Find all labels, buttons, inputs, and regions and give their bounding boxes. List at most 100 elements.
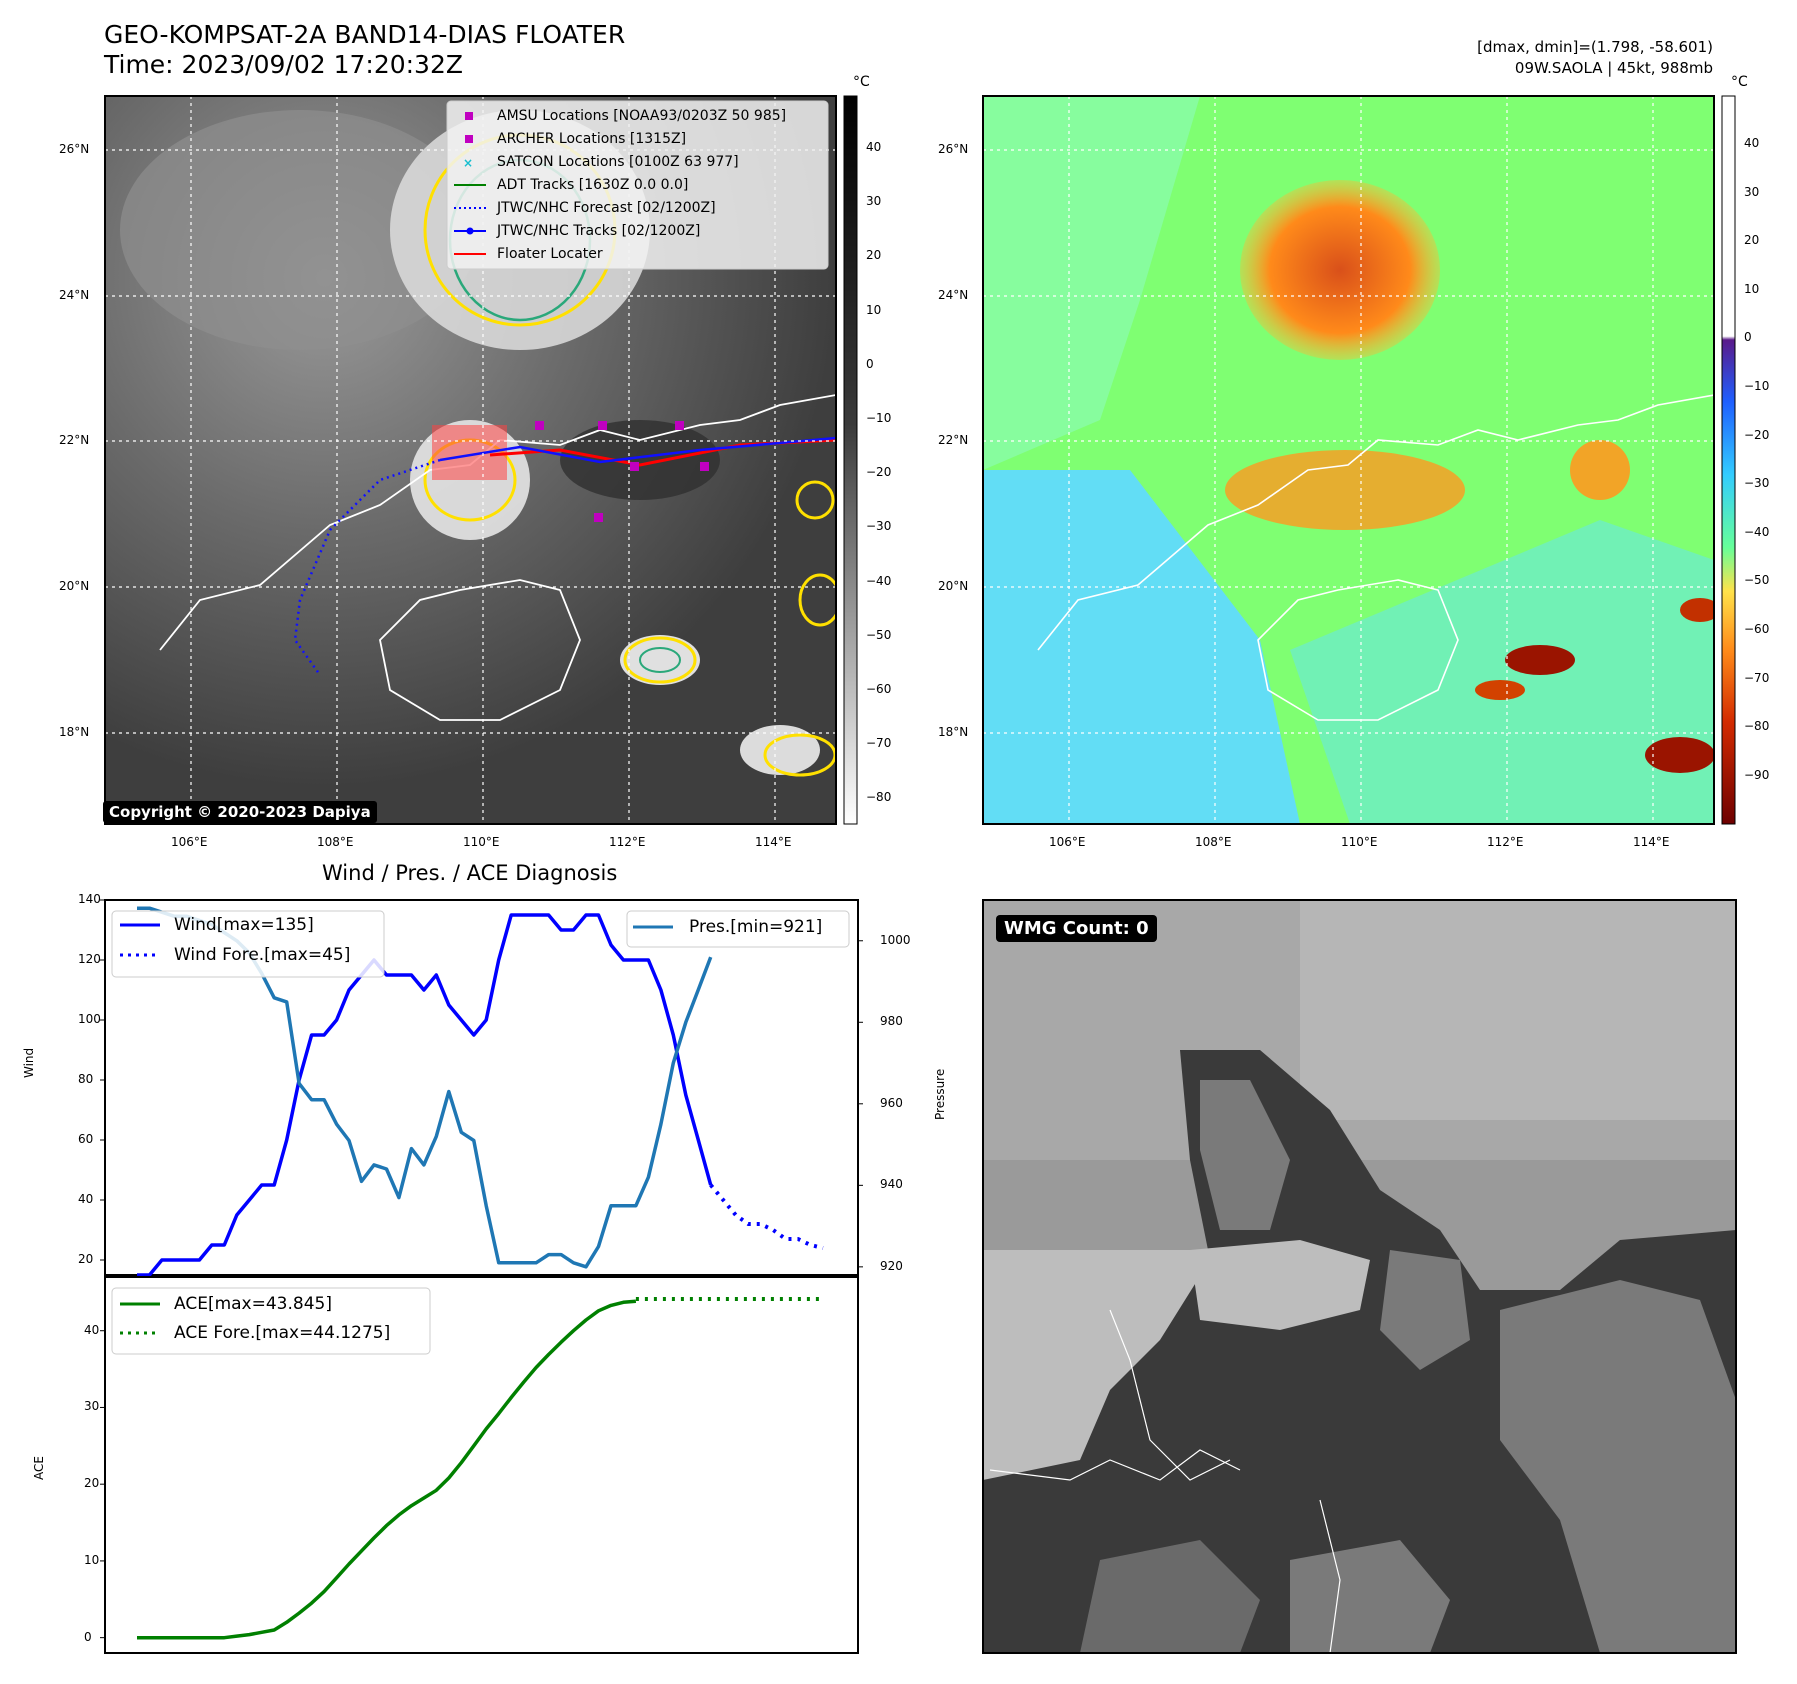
pres-legend-label: Pres.[min=921]: [689, 917, 823, 937]
colorbar-right-tick: −20: [1744, 427, 1770, 442]
wind-ytick-label: 100: [78, 1012, 101, 1026]
ace-ytick-label: 40: [84, 1322, 100, 1337]
colorbar-right-tick: −50: [1744, 573, 1770, 588]
ace-ytick-label: 30: [84, 1399, 100, 1414]
colorbar-left-tick: 0: [866, 356, 874, 371]
legend-label-amsu: AMSU Locations [NOAA93/0203Z 50 985]: [497, 108, 787, 124]
colorbar-right-tick: −80: [1744, 719, 1770, 734]
ace-ytick-label: 0: [84, 1629, 92, 1644]
lon-label-114: 114°E: [755, 835, 792, 849]
colorbar-right-tick: −10: [1744, 379, 1770, 393]
wind-ytick-label: 60: [78, 1132, 94, 1146]
pressure-axis-label: Pressure: [933, 1068, 947, 1120]
pressure-ytick-label: 980: [880, 1014, 903, 1029]
wind-fore-legend-label: Wind Fore.[max=45]: [174, 945, 351, 965]
colorbar-right-tick: 0: [1744, 330, 1752, 345]
colorbar-right-tick: 20: [1744, 233, 1760, 248]
wind-ytick-label: 20: [78, 1252, 94, 1266]
colorbar-left-tick: 40: [866, 140, 882, 154]
legend-label-floater: Floater Locater: [497, 246, 603, 262]
wind-legend-label: Wind[max=135]: [174, 915, 314, 935]
colorbar-left-unit: °C: [853, 74, 870, 90]
colorbar-left-tick: 10: [866, 302, 882, 317]
colorbar-right-tick: −90: [1744, 767, 1770, 782]
lon-label-106-right: 106°E: [1049, 835, 1086, 849]
lat-label-20-right: 20°N: [938, 579, 969, 593]
lon-label-112: 112°E: [609, 835, 646, 849]
pressure-ytick-label: 940: [880, 1177, 903, 1192]
pressure-ytick-label: 920: [880, 1258, 903, 1273]
ace-legend-box: [111, 1287, 431, 1355]
wind-ytick-label: 140: [78, 892, 101, 906]
dmax-dmin-label: [dmax, dmin]=(1.798, -58.601): [1477, 38, 1713, 56]
colorbar-right-tick: 40: [1744, 136, 1760, 150]
colorbar-left-tick: 30: [866, 194, 882, 209]
colorbar-right-tick: 30: [1744, 184, 1760, 199]
series-line-1: [709, 1183, 824, 1250]
ace-axis-label: ACE: [32, 1456, 46, 1480]
lat-label-20: 20°N: [59, 579, 90, 593]
colorbar-left-tick: −20: [866, 465, 892, 480]
ace-ytick-label: 10: [84, 1552, 100, 1567]
legend-label-forecast: JTWC/NHC Forecast [02/1200Z]: [497, 200, 716, 216]
pressure-ytick-label: 1000: [880, 932, 911, 947]
legend-amsu-marker: [465, 112, 473, 120]
legend-label-adt: ADT Tracks [1630Z 0.0 0.0]: [497, 177, 689, 193]
ace-chart-marks: [100, 1297, 823, 1640]
diagnosis-title: Wind / Pres. / ACE Diagnosis: [322, 861, 618, 885]
lat-label-26-right: 26°N: [938, 142, 969, 156]
lat-label-22: 22°N: [59, 433, 90, 447]
lon-label-106: 106°E: [171, 835, 208, 849]
lon-label-114-right: 114°E: [1633, 835, 1670, 849]
colorbar-right-tick: −40: [1744, 524, 1770, 539]
ace-ytick-label: 20: [84, 1476, 100, 1491]
colorbar-left-tick: 20: [866, 248, 882, 263]
wind-ytick-label: 120: [78, 952, 101, 966]
map-legend: ×: [446, 100, 829, 270]
lon-label-108-right: 108°E: [1195, 835, 1232, 849]
colorbar-right-tick: −70: [1744, 670, 1770, 685]
color-map-gridlines: [983, 96, 1714, 824]
colorbar-right-tick: 10: [1744, 281, 1760, 296]
legend-label-satcon: SATCON Locations [0100Z 63 977]: [497, 154, 739, 170]
wind-ytick-label: 80: [78, 1072, 94, 1086]
legend-archer-marker: [465, 135, 473, 143]
chart-title-line2: Time: 2023/09/02 17:20:32Z: [104, 50, 463, 79]
colorbar-right: [1721, 95, 1736, 825]
colorbar-left-tick: −10: [866, 411, 892, 425]
ace-fore-legend-label: ACE Fore.[max=44.1275]: [174, 1323, 391, 1343]
lat-label-24-right: 24°N: [938, 288, 969, 302]
colorbar-left-tick: −80: [866, 790, 892, 805]
wmg-count-badge: WMG Count: 0: [996, 915, 1157, 942]
wind-legend-box: [111, 910, 385, 978]
colorbar-left-tick: −50: [866, 627, 892, 642]
lon-label-112-right: 112°E: [1487, 835, 1524, 849]
colorbar-right-unit: °C: [1731, 74, 1748, 90]
copyright-badge: Copyright © 2020-2023 Dapiya: [103, 801, 377, 823]
wind-pressure-chart: [100, 899, 863, 1277]
wmg-pixel-blocks: [983, 900, 1736, 1653]
colorbar-left-tick: −70: [866, 736, 892, 751]
color-map-features: [983, 96, 1714, 824]
storm-info-label: 09W.SAOLA | 45kt, 988mb: [1514, 59, 1713, 77]
legend-label-archer: ARCHER Locations [1315Z]: [497, 131, 687, 147]
wind-axis-label: Wind: [22, 1047, 36, 1078]
lat-label-22-right: 22°N: [938, 433, 969, 447]
chart-title-line1: GEO-KOMPSAT-2A BAND14-DIAS FLOATER: [104, 20, 626, 49]
color-ir-map-panel: [982, 95, 1715, 825]
wmg-panel: [982, 899, 1737, 1654]
lon-label-108: 108°E: [317, 835, 354, 849]
colorbar-right-tick: −60: [1744, 622, 1770, 636]
series-line-0: [137, 913, 713, 1277]
ace-chart: [100, 1276, 859, 1654]
lat-label-24: 24°N: [59, 288, 90, 302]
colorbar-right-tick: −30: [1744, 476, 1770, 491]
lat-label-18-right: 18°N: [938, 725, 969, 739]
lat-label-18: 18°N: [59, 725, 90, 739]
pressure-ytick-label: 960: [880, 1095, 903, 1110]
colorbar-left-tick: −40: [866, 573, 892, 588]
pres-legend-box: [626, 910, 850, 948]
legend-label-tracks: JTWC/NHC Tracks [02/1200Z]: [497, 223, 701, 239]
ace-legend-label: ACE[max=43.845]: [174, 1294, 332, 1314]
